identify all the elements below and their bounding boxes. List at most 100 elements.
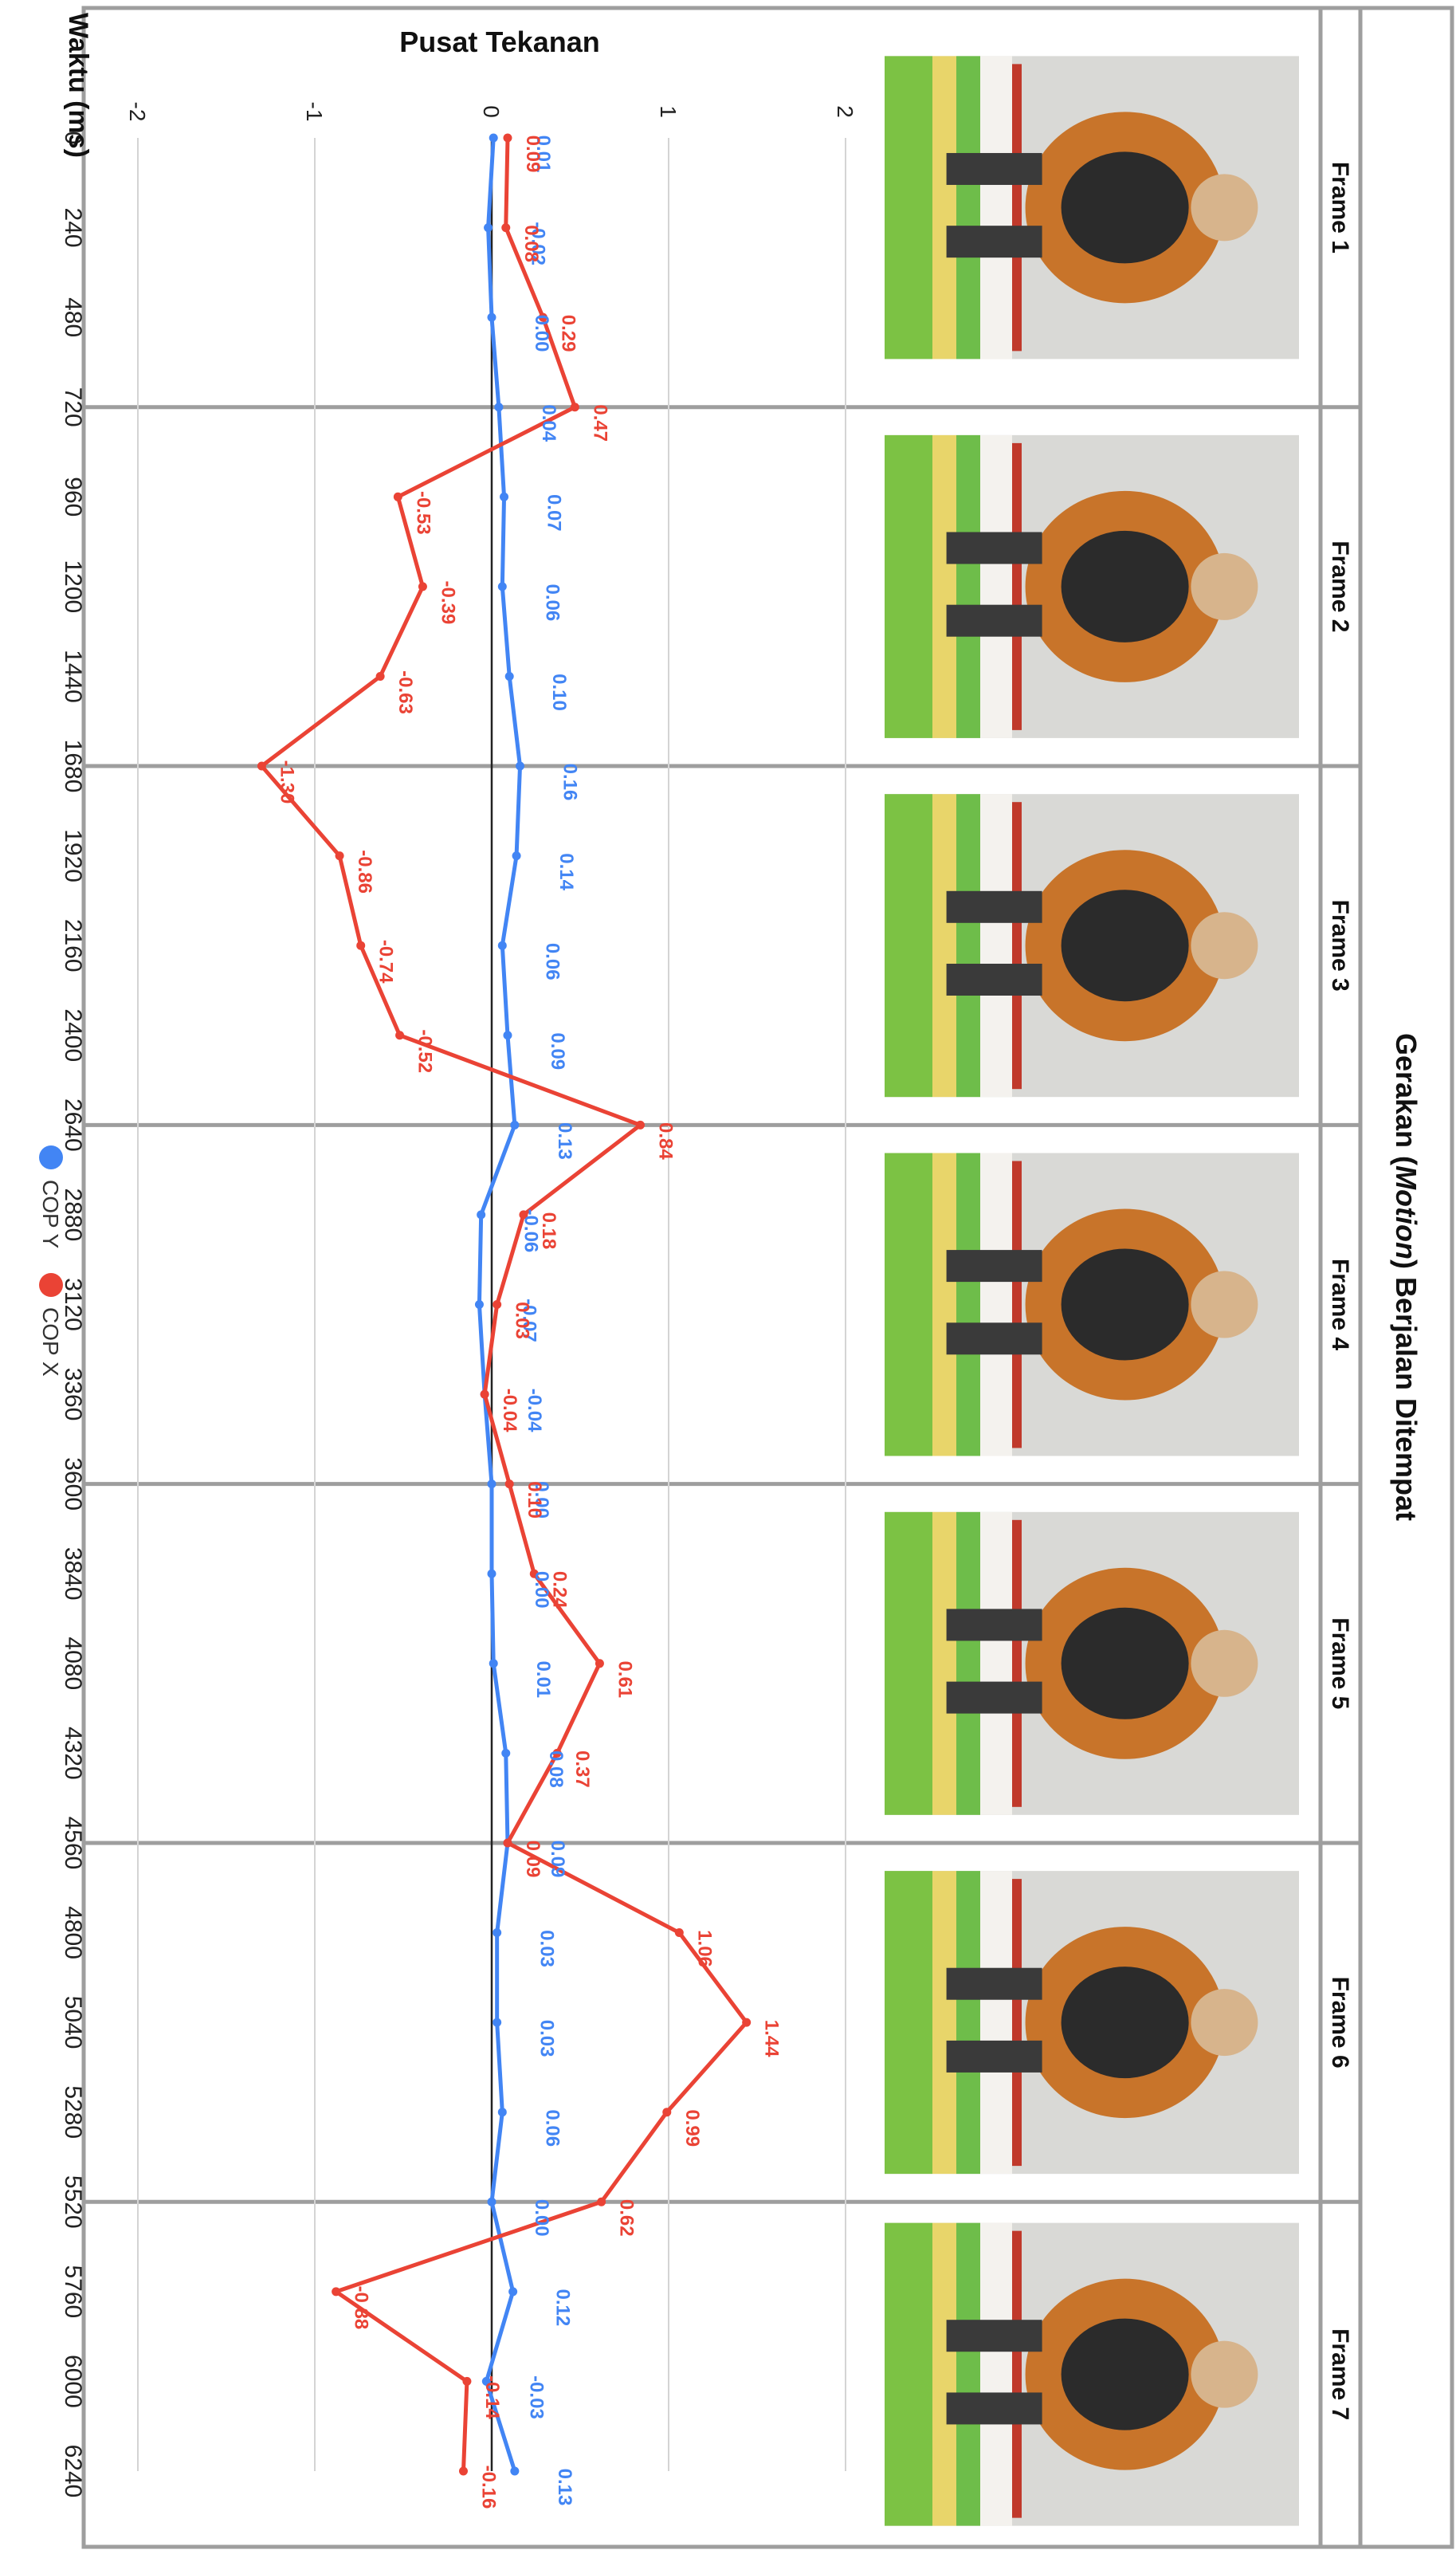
frame-label: Frame 1	[1327, 162, 1353, 253]
data-point	[503, 1031, 512, 1040]
robot-leg-right	[946, 226, 1042, 258]
x-tick-label: 5760	[60, 2265, 86, 2318]
data-point	[462, 2376, 472, 2386]
floor-stripe-lawn	[885, 794, 932, 1098]
data-label: 0.03	[512, 1302, 533, 1339]
x-tick-label: 6000	[60, 2355, 86, 2408]
data-label: 0.47	[589, 404, 610, 442]
robot-leg-left	[946, 1967, 1042, 2000]
robot-torso	[1061, 2318, 1189, 2430]
y-tick-label: -2	[125, 102, 150, 122]
data-label: 0.03	[536, 1930, 558, 1967]
data-label: 0.08	[520, 225, 542, 262]
stage-rail	[1012, 802, 1022, 1090]
data-point	[595, 1659, 604, 1668]
stage-rail	[1012, 1519, 1022, 1807]
data-label: -0.16	[477, 2466, 499, 2509]
robot-leg-right	[946, 1322, 1042, 1355]
data-label: 0.09	[522, 1841, 544, 1878]
data-point	[512, 851, 521, 861]
data-label: -0.07	[518, 1299, 540, 1342]
floor-stripe-green	[956, 1511, 980, 1815]
data-point	[395, 1031, 405, 1040]
stage-rail	[1012, 1161, 1022, 1448]
floor-stripe-green	[956, 1153, 980, 1456]
x-tick-label: 3840	[60, 1547, 86, 1601]
data-label: 0.00	[531, 315, 552, 352]
gridlines	[137, 138, 846, 2471]
chart-title: Pusat Tekanan	[399, 26, 599, 58]
floor-stripe-green	[956, 2222, 980, 2526]
data-point	[497, 582, 507, 591]
data-label: -0.03	[525, 2375, 547, 2419]
data-label: 0.00	[531, 1481, 552, 1519]
data-point	[508, 2287, 518, 2297]
robot-leg-left	[946, 152, 1042, 185]
robot-photo	[885, 434, 1299, 738]
floor-stripe-yellow	[932, 56, 956, 360]
data-point	[356, 941, 366, 950]
x-tick-label: 5040	[60, 1996, 86, 2049]
x-tick-label: 2160	[60, 919, 86, 972]
data-label: 0.08	[545, 1750, 567, 1788]
data-point	[489, 1659, 498, 1668]
data-point	[742, 2018, 752, 2027]
data-label: 0.29	[557, 315, 579, 352]
x-tick-label: 4800	[60, 1906, 86, 1959]
data-point	[481, 2376, 491, 2386]
data-label: 0.10	[524, 1481, 545, 1519]
data-labels: 0.01 -0.02 0.00 0.04 0.07 0.06 0.10 0.16 0.14 0.0…	[276, 136, 782, 2509]
robot-photo	[885, 1871, 1299, 2175]
data-label: 0.04	[538, 404, 559, 442]
floor-stripe-white	[980, 56, 1012, 360]
robot-torso	[1061, 530, 1189, 642]
x-tick-label: 3120	[60, 1278, 86, 1331]
data-point	[489, 133, 498, 143]
robot-head	[1191, 1989, 1258, 2057]
data-label: -0.88	[351, 2285, 372, 2329]
data-label: 0.00	[531, 1571, 552, 1609]
data-label: -0.86	[354, 850, 375, 894]
data-point	[538, 312, 547, 322]
robot-leg-right	[946, 963, 1042, 996]
x-tick-label: 480	[60, 297, 86, 337]
data-point	[503, 1838, 512, 1848]
data-label: 0.61	[614, 1660, 635, 1698]
floor-stripe-yellow	[932, 2222, 956, 2526]
axes: -2 -1 0 1 2 0 240 480 720 960 1200 1440 1680 1920 2160…	[60, 102, 858, 2498]
data-point	[480, 1389, 489, 1399]
data-point	[503, 133, 512, 143]
x-tick-label: 4320	[60, 1727, 86, 1780]
legend-marker	[39, 1145, 63, 1169]
data-label: 0.84	[654, 1122, 676, 1160]
data-point	[674, 1928, 684, 1938]
data-label: 1.06	[693, 1930, 715, 1967]
data-label: 0.09	[522, 136, 544, 173]
frame-bands: Frame 1 Frame 2 Frame 3 Frame 4 Frame 5 Frame…	[81, 6, 1454, 2549]
data-label: 0.12	[552, 2289, 574, 2326]
frame-label: Frame 4	[1327, 1259, 1353, 1350]
floor-stripe-green	[956, 434, 980, 738]
data-point	[477, 1210, 486, 1220]
floor-stripe-white	[980, 434, 1012, 738]
x-tick-label: 5280	[60, 2085, 86, 2139]
x-tick-label: 2640	[60, 1098, 86, 1152]
data-point	[570, 403, 579, 412]
data-point	[393, 492, 402, 501]
data-point	[500, 492, 509, 501]
data-point	[504, 1479, 514, 1489]
frame-label: Frame 5	[1327, 1617, 1353, 1709]
x-tick-label: 1440	[60, 650, 86, 703]
page-title: Gerakan (Motion) Berjalan Ditempat	[1390, 1033, 1423, 1521]
x-tick-label: 1920	[60, 829, 86, 882]
robot-torso	[1061, 151, 1189, 264]
outer-frame	[81, 6, 1454, 2549]
data-point	[497, 941, 507, 950]
data-point	[529, 1569, 539, 1578]
data-point	[494, 403, 504, 412]
robot-torso	[1061, 1967, 1189, 2079]
robot-head	[1191, 174, 1258, 242]
data-point	[474, 1300, 484, 1309]
stage-rail	[1012, 442, 1022, 730]
